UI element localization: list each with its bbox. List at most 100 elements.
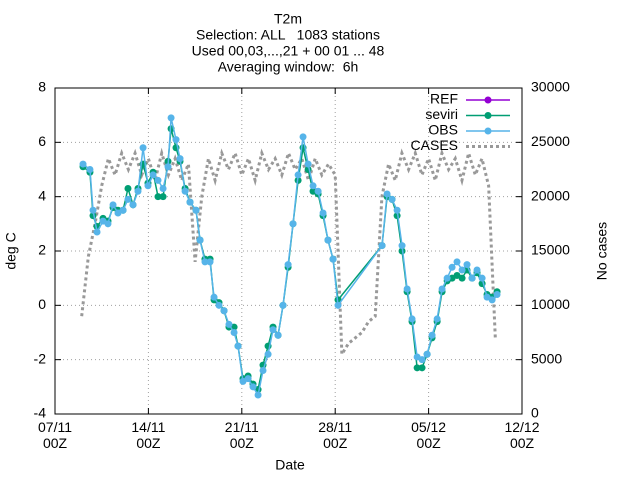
data-point xyxy=(259,367,267,375)
data-point xyxy=(220,307,228,315)
data-point xyxy=(172,136,180,144)
data-point xyxy=(192,206,200,214)
data-point xyxy=(458,266,466,274)
data-point xyxy=(215,301,223,309)
data-point xyxy=(309,182,317,190)
data-point xyxy=(124,195,132,203)
data-point xyxy=(269,326,277,334)
data-point xyxy=(468,274,476,282)
data-point xyxy=(284,261,292,269)
legend-label: seviri xyxy=(425,106,458,122)
y-tick-label: 4 xyxy=(38,187,46,203)
y-axis-label: deg C xyxy=(3,232,19,269)
data-point xyxy=(418,356,426,364)
x-tick-label: 28/11 00Z xyxy=(318,419,352,451)
data-point xyxy=(463,261,471,269)
data-point xyxy=(206,258,214,266)
data-point xyxy=(89,206,97,214)
data-point xyxy=(473,266,481,274)
data-point xyxy=(144,182,152,190)
data-point xyxy=(154,193,162,201)
data-point xyxy=(314,187,322,195)
chart-title: T2m xyxy=(274,11,302,27)
legend-marker xyxy=(484,96,492,104)
data-point xyxy=(234,342,242,350)
data-point xyxy=(93,228,101,236)
data-point xyxy=(274,331,282,339)
data-point xyxy=(319,209,327,217)
data-point xyxy=(164,163,172,171)
y-tick-label: 0 xyxy=(38,296,46,312)
data-point xyxy=(289,220,297,228)
data-point xyxy=(493,290,501,298)
data-point xyxy=(433,315,441,323)
data-point xyxy=(393,206,401,214)
x-tick-label: 07/11 00Z xyxy=(38,419,72,451)
y2-tick-label: 5000 xyxy=(531,350,562,366)
y2-axis-label: No cases xyxy=(594,222,610,280)
chart-subtitle: Selection: ALL 1083 stations xyxy=(196,27,380,43)
y-tick-label: 2 xyxy=(38,242,46,258)
data-point xyxy=(418,364,426,372)
y-tick-label: -2 xyxy=(34,350,47,366)
data-point xyxy=(109,201,117,209)
data-point xyxy=(225,320,233,328)
chart-subtitle: Averaging window: 6h xyxy=(218,59,359,75)
data-point xyxy=(403,285,411,293)
data-point xyxy=(334,301,342,309)
data-point xyxy=(329,255,337,263)
y2-tick-label: 30000 xyxy=(531,79,570,95)
y2-tick-label: 0 xyxy=(531,405,539,421)
data-point xyxy=(167,114,175,122)
data-point xyxy=(244,375,252,383)
legend-label: OBS xyxy=(428,122,458,138)
x-axis-label: Date xyxy=(275,457,305,473)
data-point xyxy=(210,293,218,301)
data-point xyxy=(134,187,142,195)
y2-tick-label: 10000 xyxy=(531,296,570,312)
data-point xyxy=(438,285,446,293)
data-point xyxy=(264,350,272,358)
data-point xyxy=(149,171,157,179)
data-point xyxy=(186,198,194,206)
data-point xyxy=(299,133,307,141)
data-point xyxy=(413,364,421,372)
y-tick-label: 6 xyxy=(38,133,46,149)
data-point xyxy=(86,166,94,173)
legend-label: REF xyxy=(430,91,458,107)
plot-frame xyxy=(54,87,523,415)
data-point xyxy=(254,391,262,399)
data-point xyxy=(124,185,132,193)
data-point xyxy=(294,171,302,179)
data-point xyxy=(423,350,431,358)
data-point xyxy=(159,185,167,193)
data-point xyxy=(181,187,189,195)
data-point xyxy=(104,220,112,228)
data-point xyxy=(279,301,287,309)
data-point xyxy=(230,329,238,336)
data-point xyxy=(249,383,257,391)
legend-label: CASES xyxy=(411,137,458,153)
legend-marker xyxy=(484,127,492,135)
data-point xyxy=(79,160,87,168)
y-tick-label: -4 xyxy=(34,405,47,421)
data-point xyxy=(478,274,486,282)
y2-tick-label: 25000 xyxy=(531,133,570,149)
data-point xyxy=(196,236,204,244)
data-point xyxy=(443,274,451,282)
data-point xyxy=(448,263,456,271)
data-point xyxy=(453,258,461,266)
data-point xyxy=(428,331,436,339)
data-point xyxy=(119,206,127,214)
y2-tick-label: 15000 xyxy=(531,242,570,258)
cases-line xyxy=(80,147,497,360)
y2-tick-label: 20000 xyxy=(531,187,570,203)
data-point xyxy=(304,160,312,168)
chart-subtitle: Used 00,03,...,21 + 00 01 ... 48 xyxy=(192,43,385,59)
data-point xyxy=(398,242,406,250)
data-point xyxy=(154,176,162,184)
legend-marker xyxy=(484,112,492,119)
x-tick-label: 05/12 00Z xyxy=(411,419,446,451)
